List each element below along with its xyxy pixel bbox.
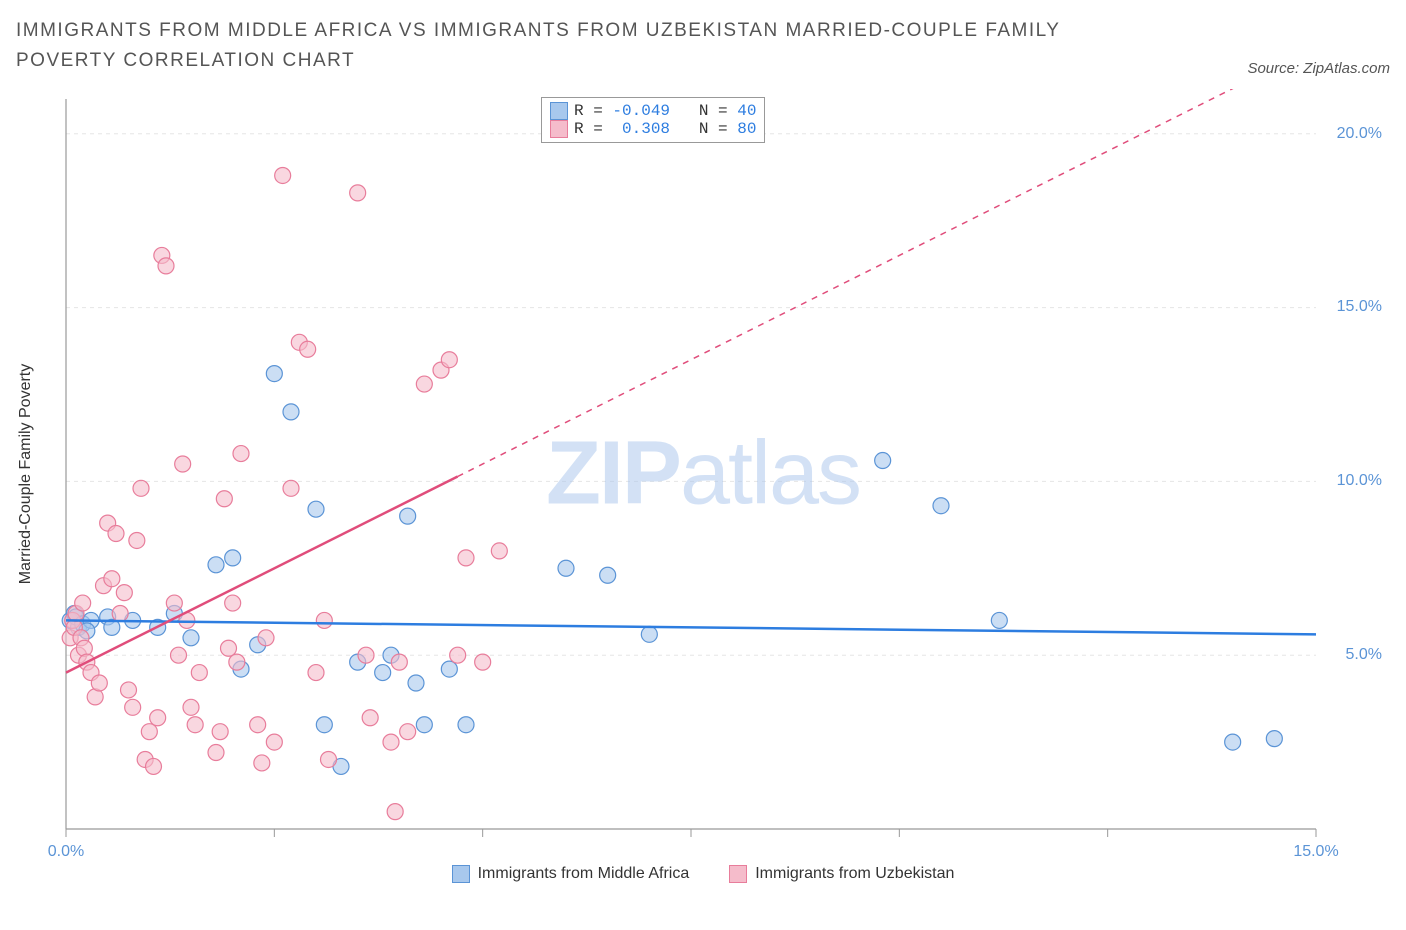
chart-container: Married-Couple Family Poverty ZIPatlas R… xyxy=(16,89,1390,859)
correlation-row: R = -0.049 N = 40 xyxy=(550,102,756,120)
chart-title: IMMIGRANTS FROM MIDDLE AFRICA VS IMMIGRA… xyxy=(16,16,1116,77)
correlation-info-box: R = -0.049 N = 40R = 0.308 N = 80 xyxy=(541,97,765,143)
y-tick-label: 10.0% xyxy=(1337,472,1382,490)
source-attribution: Source: ZipAtlas.com xyxy=(1247,60,1390,77)
x-tick-label: 0.0% xyxy=(48,843,84,861)
series-swatch xyxy=(550,102,568,120)
legend-item: Immigrants from Middle Africa xyxy=(452,865,690,883)
legend-item: Immigrants from Uzbekistan xyxy=(729,865,954,883)
legend-label: Immigrants from Middle Africa xyxy=(478,865,690,883)
y-axis-label: Married-Couple Family Poverty xyxy=(17,364,35,585)
correlation-row: R = 0.308 N = 80 xyxy=(550,120,756,138)
scatter-plot xyxy=(16,89,1390,859)
legend-swatch xyxy=(729,865,747,883)
legend-label: Immigrants from Uzbekistan xyxy=(755,865,954,883)
legend-swatch xyxy=(452,865,470,883)
y-tick-label: 15.0% xyxy=(1337,298,1382,316)
x-tick-label: 15.0% xyxy=(1293,843,1338,861)
y-tick-label: 20.0% xyxy=(1337,125,1382,143)
y-tick-label: 5.0% xyxy=(1346,646,1382,664)
legend: Immigrants from Middle Africa Immigrants … xyxy=(16,865,1390,883)
series-swatch xyxy=(550,120,568,138)
